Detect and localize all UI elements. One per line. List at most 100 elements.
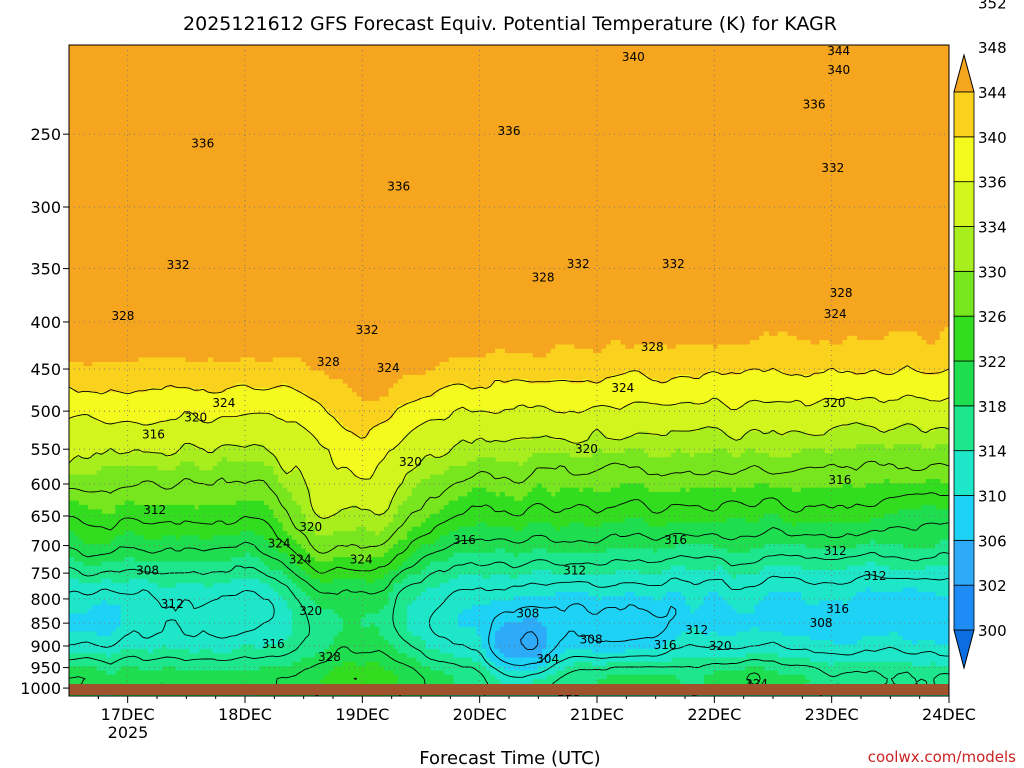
contour-label-44: 316 [262,637,285,651]
contour-label-46: 316 [654,638,677,652]
x-tick-label-3: 20DEC [453,705,507,724]
y-tick-label-550: 550 [30,440,61,459]
contour-label-1: 344 [827,44,850,58]
x-tick-label-5: 22DEC [687,705,741,724]
contour-label-48: 328 [318,650,341,664]
y-tick-label-600: 600 [30,475,61,494]
y-tick-label-450: 450 [30,360,61,379]
colorbar-label-314: 314 [978,443,1007,461]
y-tick-label-950: 950 [30,659,61,678]
x-tick-label-4: 21DEC [570,705,624,724]
contour-label-35: 308 [136,563,159,577]
colorbar-label-306: 306 [978,532,1007,550]
colorbar-swatch-10 [953,181,975,227]
colorbar-swatch-4 [953,450,975,496]
colorbar-label-300: 300 [978,622,1007,640]
y-tick-label-250: 250 [30,125,61,144]
contour-label-13: 328 [112,309,135,323]
y-tick-label-500: 500 [30,402,61,421]
contour-label-41: 308 [516,607,539,621]
y-tick-label-350: 350 [30,260,61,279]
fill-band-9 [69,561,949,688]
colorbar-label-322: 322 [978,353,1007,371]
contour-lines [69,365,949,696]
contour-label-6: 336 [387,180,410,194]
y-tick-label-1000: 1000 [20,679,61,698]
fill-band-3 [69,396,949,519]
y-tick-label-300: 300 [30,198,61,217]
colorbar-swatch-6 [953,360,975,407]
contour-label-25: 320 [399,455,422,469]
x-tick-label-1: 18DEC [218,705,272,724]
colorbar-label-336: 336 [978,174,1007,192]
fill-band-6 [69,479,949,696]
contour-328 [69,492,949,680]
x-axis: 2025 17DEC 18DEC 19DEC 20DEC 21DEC 22DEC 23DEC… [97,696,976,742]
contour-label-0: 340 [622,50,645,64]
colorbar-label-326: 326 [978,308,1007,326]
contour-312 [488,603,677,666]
colorbar-swatch-2 [953,539,975,586]
colorbar-high-arrow [953,53,975,93]
colorbar-label-310: 310 [978,488,1007,506]
contour-label-23: 316 [142,427,165,441]
colorbar-swatch-3 [953,495,975,541]
contour-label-18: 324 [377,361,400,375]
contour-label-33: 316 [664,533,687,547]
fill-band-10 [69,587,949,671]
contour-label-22: 320 [184,410,207,424]
contour-332 [69,460,949,554]
contour-label-14: 324 [824,307,847,321]
credit-text: coolwx.com/models [868,748,1016,766]
x-axis-label: Forecast Time (UTC) [419,748,600,768]
contour-label-29: 324 [268,536,291,550]
colorbar-label-348: 348 [978,39,1007,57]
contour-label-12: 328 [830,286,853,300]
colorbar-swatch-7 [953,315,975,362]
contour-label-2: 340 [827,63,850,77]
contour-label-49: 304 [536,652,559,666]
y-tick-label-800: 800 [30,590,61,609]
colorbar: 300 302 306 310 314 318 322 326 330 334 336 340 344 3… [953,0,1007,670]
contour-label-4: 336 [498,124,521,138]
contour-label-32: 316 [453,533,476,547]
contour-340 [69,394,949,480]
x-tick-label-2: 19DEC [335,705,389,724]
colorbar-low-arrow [953,629,975,670]
colorbar-label-340: 340 [978,129,1007,147]
fill-band-4 [69,422,949,537]
contour-label-26: 316 [828,473,851,487]
y-tick-label-400: 400 [30,313,61,332]
colorbar-swatch-12 [953,91,975,138]
contour-label-43: 312 [685,623,708,637]
y-tick-label-850: 850 [30,614,61,633]
contour-label-28: 320 [299,520,322,534]
contour-label-31: 324 [350,553,373,567]
x-tick-label-6: 23DEC [805,705,859,724]
y-axis: 250 300 350 400 450 500 550 600 650 700 750 800 850 9… [20,125,69,698]
contour-344 [69,365,949,439]
contour-label-36: 312 [563,563,586,577]
colorbar-label-318: 318 [978,398,1007,416]
ground-band [69,684,949,695]
fill-band-2 [69,366,949,480]
x-tick-label-0: 17DEC [101,705,155,724]
contour-label-34: 312 [824,544,847,558]
contour-label-37: 312 [864,569,887,583]
contour-label-42: 308 [810,616,833,630]
contour-label-39: 316 [826,602,849,616]
colorbar-label-302: 302 [978,577,1007,595]
y-tick-label-700: 700 [30,537,61,556]
contour-316 [69,574,949,678]
colorbar-swatch-8 [953,270,975,317]
colorbar-swatch-11 [953,136,975,183]
y-tick-label-900: 900 [30,637,61,656]
contour-label-17: 328 [317,355,340,369]
contour-label-7: 332 [821,161,844,175]
contour-label-47: 320 [709,639,732,653]
contour-label-38: 312 [161,597,184,611]
colorbar-label-334: 334 [978,219,1007,237]
colorbar-label-352: 352 [978,0,1007,12]
contour-label-3: 336 [191,137,214,151]
